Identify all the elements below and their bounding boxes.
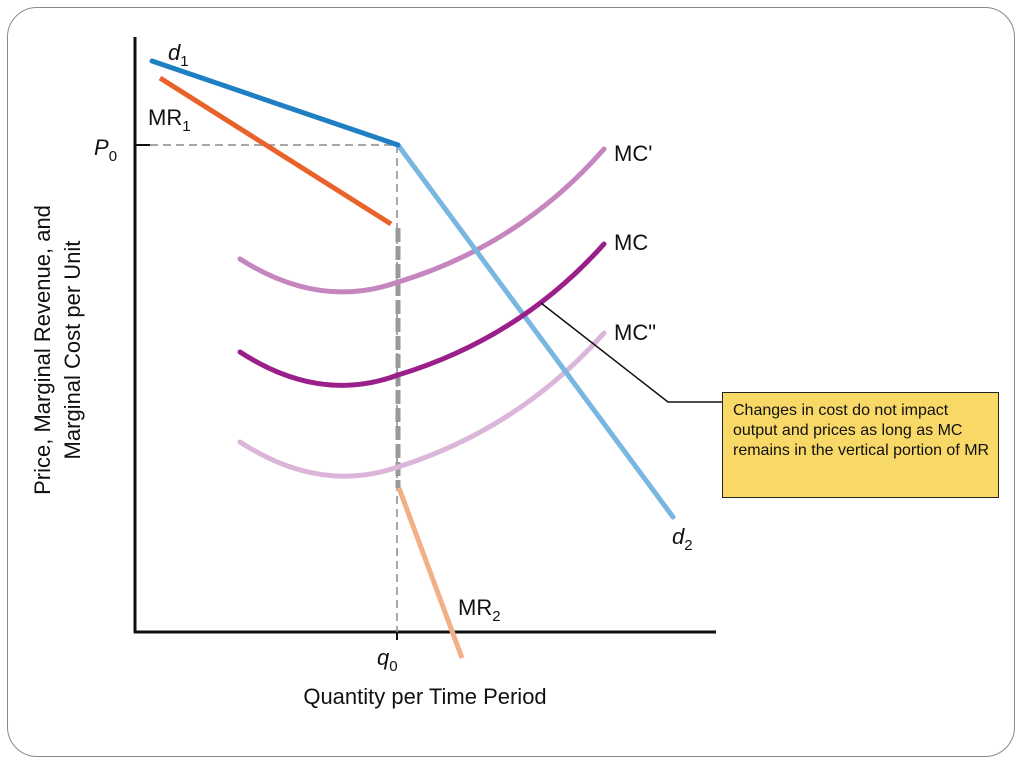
callout-text: Changes in cost do not impact output and…	[733, 402, 990, 459]
callout-leader-line	[540, 302, 722, 403]
mr2-label: MR2	[458, 595, 501, 625]
mc-double-prime-label: MC"	[614, 320, 656, 345]
callout-box: Changes in cost do not impact output and…	[722, 392, 999, 498]
y-axis-title-line2: Marginal Cost per Unit	[60, 241, 85, 460]
mr1-line	[158, 75, 393, 227]
mc-curve	[237, 241, 607, 388]
p0-label: P0	[94, 135, 117, 165]
y-axis-title-line1: Price, Marginal Revenue, and	[30, 205, 55, 495]
mc-prime-curve	[237, 146, 607, 295]
q0-label: q0	[377, 645, 398, 675]
mc-prime-label: MC'	[614, 141, 652, 166]
d2-label: d2	[672, 524, 693, 554]
mc-label: MC	[614, 230, 648, 255]
y-axis-title: Price, Marginal Revenue, and Marginal Co…	[30, 205, 85, 495]
mr2-line	[396, 487, 465, 659]
mc-double-prime-curve	[237, 330, 607, 479]
d1-label: d1	[168, 40, 189, 70]
mr1-label: MR1	[148, 105, 191, 135]
d2-demand-line	[395, 142, 676, 520]
d1-demand-line	[149, 58, 401, 148]
x-axis-title: Quantity per Time Period	[303, 684, 546, 709]
